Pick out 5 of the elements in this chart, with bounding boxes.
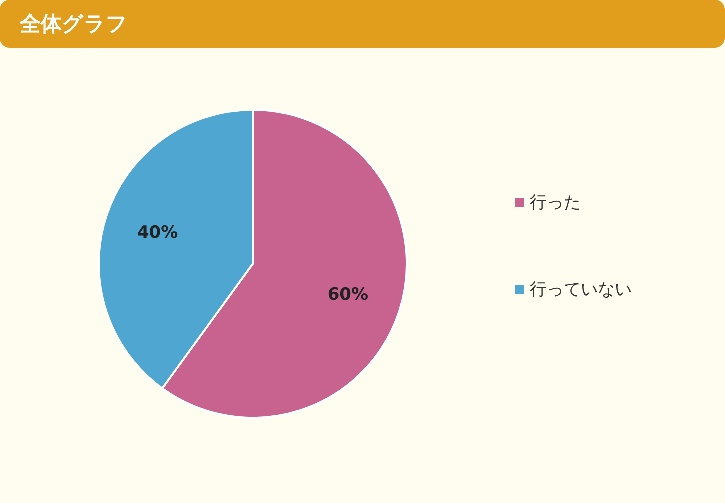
data-label: 40%: [137, 223, 178, 244]
legend-label: 行った: [530, 192, 581, 214]
data-label: 60%: [328, 284, 369, 305]
legend-label: 行っていない: [530, 278, 632, 300]
chart-title: 全体グラフ: [20, 11, 128, 38]
